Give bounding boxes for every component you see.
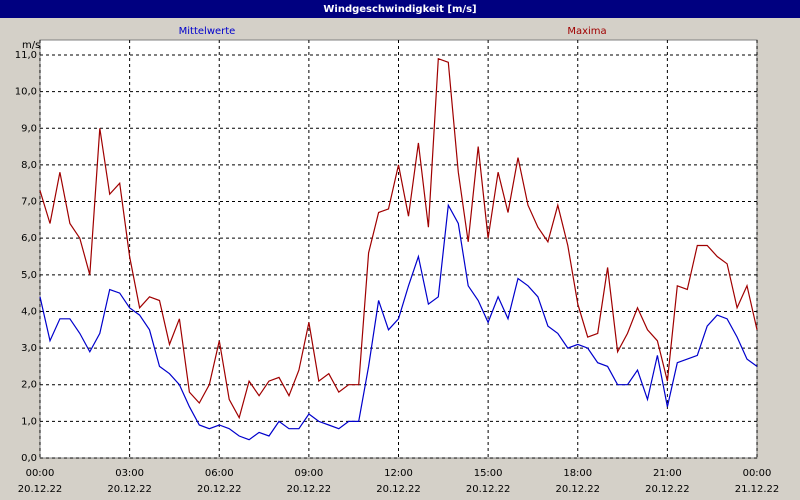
x-tick-label: 00:00: [26, 468, 55, 479]
chart-title: Windgeschwindigkeit [m/s]: [323, 4, 476, 15]
x-tick-date: 20.12.22: [376, 484, 421, 495]
x-tick-label: 09:00: [294, 468, 323, 479]
x-tick-date: 21.12.22: [735, 484, 780, 495]
x-tick-label: 21:00: [653, 468, 682, 479]
x-tick-date: 20.12.22: [287, 484, 332, 495]
y-tick-label: 8,0: [21, 160, 37, 171]
x-tick-date: 20.12.22: [555, 484, 600, 495]
x-tick-date: 20.12.22: [107, 484, 152, 495]
x-tick-label: 00:00: [743, 468, 772, 479]
x-tick-label: 03:00: [115, 468, 144, 479]
y-tick-label: 1,0: [21, 416, 37, 427]
y-tick-label: 7,0: [21, 197, 37, 208]
y-tick-label: 0,0: [21, 453, 37, 464]
data-line: [39, 203, 758, 441]
legend-label: Mittelwerte: [179, 26, 236, 37]
title-bar: [0, 0, 800, 18]
y-tick-label: 2,0: [21, 380, 37, 391]
x-tick-date: 20.12.22: [18, 484, 63, 495]
y-tick-label: 4,0: [21, 306, 37, 317]
y-tick-label: 10,0: [15, 87, 37, 98]
y-tick-label: 3,0: [21, 343, 37, 354]
y-tick-label: 11,0: [15, 50, 37, 61]
y-tick-label: 9,0: [21, 123, 37, 134]
x-tick-label: 18:00: [563, 468, 592, 479]
x-tick-date: 20.12.22: [645, 484, 690, 495]
x-tick-label: 06:00: [205, 468, 234, 479]
x-tick-date: 20.12.22: [466, 484, 511, 495]
legend-label: Maxima: [567, 26, 606, 37]
data-line: [39, 57, 758, 420]
y-unit: m/s: [22, 40, 40, 51]
x-tick-label: 15:00: [474, 468, 503, 479]
x-tick-date: 20.12.22: [197, 484, 242, 495]
y-tick-label: 5,0: [21, 270, 37, 281]
x-tick-label: 12:00: [384, 468, 413, 479]
y-tick-label: 6,0: [21, 233, 37, 244]
